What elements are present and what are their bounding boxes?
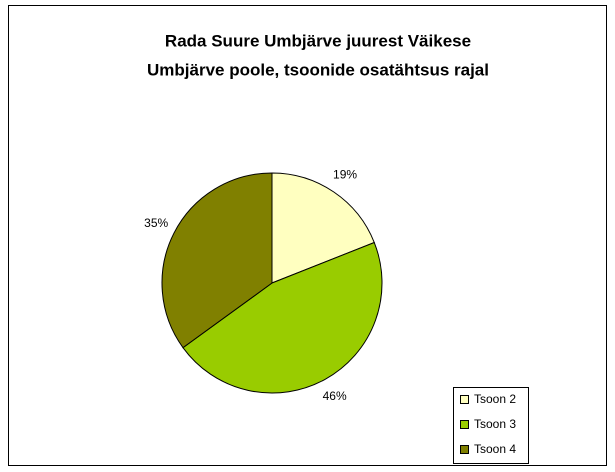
pie-slice bbox=[161, 172, 273, 349]
legend-label: Tsoon 2 bbox=[474, 392, 516, 406]
data-label: 35% bbox=[144, 216, 168, 230]
data-label: 19% bbox=[333, 168, 357, 182]
data-label: 46% bbox=[323, 389, 347, 403]
legend-label: Tsoon 4 bbox=[474, 442, 516, 456]
legend-label: Tsoon 3 bbox=[474, 417, 516, 431]
pie-slice bbox=[271, 172, 375, 284]
chart-title: Rada Suure Umbjärve juurest Väikese bbox=[165, 31, 471, 50]
legend-swatch bbox=[460, 445, 469, 454]
pie-slice bbox=[182, 241, 383, 394]
legend-swatch bbox=[460, 420, 469, 429]
chart-title: Umbjärve poole, tsoonide osatähtsus raja… bbox=[147, 60, 489, 79]
legend-swatch bbox=[460, 395, 469, 404]
